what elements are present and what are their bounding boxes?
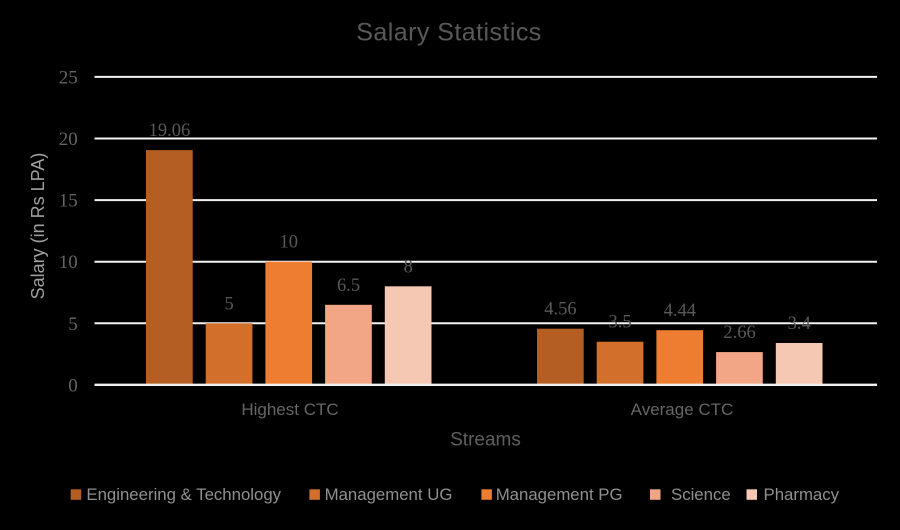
svg-text:3.4: 3.4 — [788, 314, 811, 334]
svg-text:Engineering & Technology: Engineering & Technology — [86, 485, 281, 504]
svg-text:Pharmacy: Pharmacy — [764, 485, 840, 504]
svg-text:Average CTC: Average CTC — [631, 400, 734, 419]
svg-text:Salary Statistics: Salary Statistics — [356, 19, 541, 47]
svg-text:10: 10 — [280, 233, 299, 253]
svg-text:Management PG: Management PG — [496, 485, 623, 504]
svg-text:Streams: Streams — [450, 430, 521, 451]
svg-text:0: 0 — [68, 375, 78, 396]
svg-text:5: 5 — [224, 294, 233, 314]
svg-text:6.5: 6.5 — [337, 276, 360, 296]
svg-text:15: 15 — [59, 191, 78, 212]
svg-text:25: 25 — [59, 67, 78, 88]
svg-text:Salary (in Rs LPA): Salary (in Rs LPA) — [28, 153, 48, 300]
svg-text:Highest CTC: Highest CTC — [241, 400, 338, 419]
svg-text:20: 20 — [59, 129, 78, 150]
svg-text:Management UG: Management UG — [325, 485, 453, 504]
svg-text:19.06: 19.06 — [149, 121, 191, 141]
svg-text:3.5: 3.5 — [609, 313, 632, 333]
svg-text:10: 10 — [59, 252, 78, 273]
svg-text:4.44: 4.44 — [664, 301, 696, 321]
svg-text:2.66: 2.66 — [723, 323, 755, 343]
svg-text:4.56: 4.56 — [544, 300, 576, 320]
svg-text:8: 8 — [404, 257, 413, 277]
svg-text:Science: Science — [671, 485, 731, 504]
svg-text:5: 5 — [68, 314, 78, 335]
